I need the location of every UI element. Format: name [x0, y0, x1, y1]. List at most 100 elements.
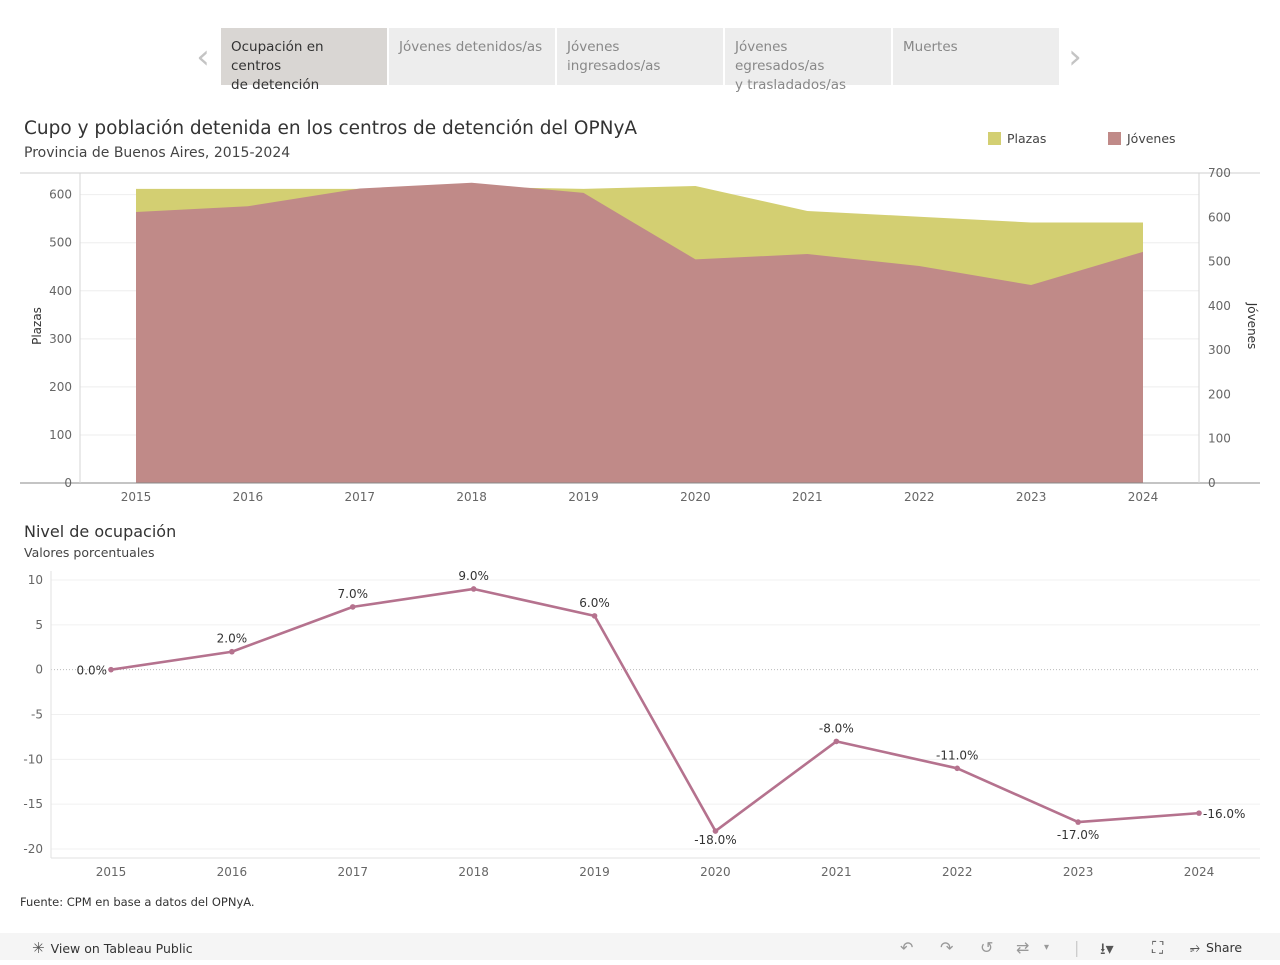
data-label: -17.0% — [1057, 828, 1099, 842]
x-tick-label: 2023 — [1016, 490, 1047, 504]
tab-label: Ocupación en centros — [231, 39, 324, 74]
x-tick-label: 2015 — [121, 490, 152, 504]
y-tick-label: -5 — [31, 708, 43, 722]
legend-swatch-jovenes — [1108, 132, 1121, 145]
y-tick-label-right: 300 — [1208, 343, 1231, 357]
data-label: 2.0% — [217, 632, 248, 646]
data-label: 6.0% — [579, 596, 610, 610]
chevron-down-icon[interactable]: ▾ — [1044, 942, 1050, 953]
y-tick-label-right: 0 — [1208, 476, 1216, 490]
share-button[interactable]: ⭈ Share — [1190, 939, 1242, 955]
share-label: Share — [1206, 939, 1243, 955]
chart-title: Cupo y población detenida en los centros… — [24, 118, 638, 139]
tab-jovenes-ingresados[interactable]: Jóvenes ingresados/as — [557, 28, 723, 85]
y-tick-label-left: 300 — [49, 332, 72, 346]
data-point — [1075, 819, 1081, 825]
tableau-toolbar: ✳ View on Tableau Public ↶ ↷ ↺ ⇄ ▾ | ⭳▾ … — [0, 933, 1280, 960]
tab-label: Muertes — [903, 39, 958, 55]
y-tick-label-left: 500 — [49, 236, 72, 250]
revert-icon[interactable]: ↺ — [980, 938, 994, 957]
x-tick-label: 2022 — [904, 490, 935, 504]
data-point — [108, 666, 114, 673]
data-label: 0.0% — [77, 664, 108, 678]
tab-muertes[interactable]: Muertes — [893, 28, 1059, 85]
view-on-tableau-link[interactable]: ✳ View on Tableau Public — [32, 939, 193, 957]
data-point — [349, 604, 356, 610]
refresh-icon[interactable]: ⇄ — [1016, 938, 1030, 957]
tab-label: Jóvenes detenidos/as — [399, 39, 543, 55]
area-chart: 0 100 200 300 400 500 600 0 100 200 300 400 500 600 70… — [20, 166, 1260, 504]
data-point — [470, 586, 477, 592]
tab-ocupacion[interactable]: Ocupación en centros de detención — [221, 28, 387, 93]
x-tick-label: 2022 — [942, 865, 973, 879]
line-chart: 0.0% 2.0% 7.0% 9.0% 6.0% -18.0% -8.0% -11.0% -17… — [23, 569, 1260, 879]
area-jovenes — [136, 182, 1143, 483]
tab-label: y trasladados/as — [735, 77, 847, 93]
y-tick-label: 10 — [28, 573, 43, 587]
tab-jovenes-egresados[interactable]: Jóvenes egresados/as y trasladados/as — [725, 28, 891, 93]
legend-item-plazas[interactable]: Plazas — [988, 131, 1046, 146]
data-label: 7.0% — [338, 587, 369, 601]
x-tick-label: 2020 — [680, 490, 711, 504]
legend-label: Plazas — [1007, 131, 1047, 146]
x-tick-label: 2016 — [217, 865, 248, 879]
y-tick-label-left: 100 — [49, 428, 72, 442]
y-tick-label-right: 600 — [1208, 210, 1231, 224]
source-note: Fuente: CPM en base a datos del OPNyA. — [20, 895, 255, 909]
x-tick-label: 2018 — [458, 865, 489, 879]
y-tick-label-right: 700 — [1208, 166, 1231, 180]
tab-label: Jóvenes ingresados/as — [567, 39, 661, 74]
tab-label: de detención — [231, 77, 320, 93]
redo-icon[interactable]: ↷ — [940, 938, 954, 957]
tab-jovenes-detenidos[interactable]: Jóvenes detenidos/as — [389, 28, 555, 85]
data-point — [954, 765, 961, 772]
y-tick-label-right: 200 — [1208, 387, 1231, 401]
y-tick-label: -20 — [23, 842, 43, 856]
x-tick-label: 2021 — [821, 865, 852, 879]
y-tick-label-left: 600 — [49, 188, 72, 202]
x-tick-label: 2017 — [345, 490, 376, 504]
legend-swatch-plazas — [988, 132, 1001, 145]
data-label: -18.0% — [694, 833, 736, 847]
x-tick-label: 2024 — [1184, 865, 1215, 879]
tableau-logo-icon: ✳ — [32, 939, 45, 957]
x-tick-label: 2015 — [96, 865, 127, 879]
fullscreen-icon[interactable]: ⛶ — [1152, 938, 1164, 957]
chart2-title: Nivel de ocupación — [24, 522, 177, 541]
data-point — [229, 648, 235, 655]
undo-icon[interactable]: ↶ — [900, 938, 914, 957]
tab-prev-arrow-icon[interactable]: ‹ — [196, 36, 210, 77]
x-tick-label: 2017 — [338, 865, 369, 879]
tab-next-arrow-icon[interactable]: › — [1068, 36, 1082, 77]
y-tick-label-left: 0 — [64, 476, 72, 490]
x-tick-label: 2019 — [568, 490, 599, 504]
y-tick-label-right: 100 — [1208, 432, 1231, 446]
data-label: -8.0% — [819, 721, 854, 735]
share-icon: ⭈ — [1190, 939, 1201, 954]
chart2-subtitle: Valores porcentuales — [24, 545, 155, 560]
data-label: 9.0% — [458, 569, 489, 583]
view-on-tableau-label: View on Tableau Public — [50, 940, 193, 956]
download-icon[interactable]: ⭳▾ — [1100, 939, 1114, 958]
tab-bar: ‹ Ocupación en centros de detención Jóve… — [190, 28, 1090, 93]
series-line — [110, 587, 1200, 833]
x-tick-label: 2018 — [456, 490, 487, 504]
y-axis-label-left: Plazas — [30, 307, 44, 345]
chart-subtitle: Provincia de Buenos Aires, 2015-2024 — [24, 145, 291, 161]
x-tick-label: 2020 — [700, 865, 731, 879]
y-tick-label: 0 — [35, 663, 43, 677]
data-point — [1196, 810, 1202, 816]
data-point — [833, 738, 840, 745]
y-tick-label: -15 — [23, 797, 43, 811]
y-axis-label-right: Jóvenes — [1245, 302, 1259, 350]
tab-label: Jóvenes egresados/as — [735, 39, 825, 74]
x-tick-label: 2019 — [579, 865, 610, 879]
y-tick-label-right: 400 — [1208, 299, 1231, 313]
y-tick-label: -10 — [23, 752, 43, 766]
legend-item-jovenes[interactable]: Jóvenes — [1108, 131, 1176, 146]
x-tick-label: 2016 — [233, 490, 264, 504]
data-label: -11.0% — [936, 748, 978, 762]
y-tick-label: 5 — [35, 618, 43, 632]
y-tick-label-right: 500 — [1208, 255, 1231, 269]
legend-label: Jóvenes — [1127, 131, 1176, 146]
